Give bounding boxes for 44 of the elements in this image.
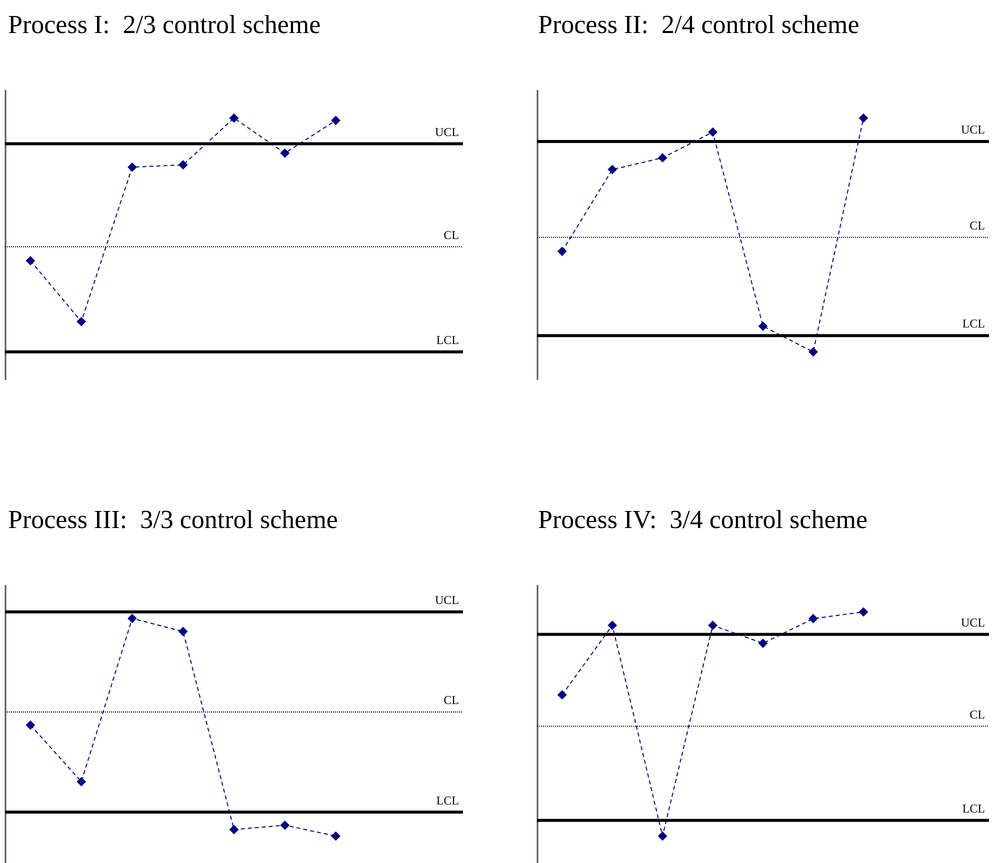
point [658,832,668,841]
point [178,160,188,170]
point [608,165,617,174]
ref-line-label: UCL [961,122,985,137]
point [658,153,668,162]
point [758,638,768,648]
point [858,114,868,123]
point [558,690,567,700]
ref-line-label: LCL [962,802,985,816]
point [808,347,818,356]
point [858,607,868,616]
point [608,620,617,630]
point [76,317,86,326]
point [280,148,290,158]
chart-title: Process I: 2/3 control scheme [8,10,321,40]
ref-line-label: LCL [962,316,985,331]
ref-line-label: UCL [961,615,985,630]
chart-title: Process III: 3/3 control scheme [8,505,338,535]
point [331,832,340,841]
point [708,128,718,137]
point [26,256,35,266]
point [230,114,238,123]
point [128,162,137,172]
chart-title: Process IV: 3/4 control scheme [538,505,868,535]
ref-line-label: UCL [435,124,459,139]
point [280,820,290,830]
point [808,614,818,624]
ref-line-label: LCL [436,793,459,808]
point [76,777,86,786]
ref-line-label: CL [970,707,985,722]
ref-line-label: UCL [435,593,459,608]
ref-line-label: CL [444,693,459,708]
point [128,614,137,623]
point [758,322,768,331]
point [26,720,35,730]
point [558,246,567,256]
ref-line-label: CL [444,228,459,242]
ref-line-label: CL [970,218,985,232]
point [331,116,340,125]
ref-line-label: LCL [436,333,459,348]
point [178,626,188,636]
chart-title: Process II: 2/4 control scheme [538,10,860,40]
point [708,620,718,630]
point [230,825,238,834]
